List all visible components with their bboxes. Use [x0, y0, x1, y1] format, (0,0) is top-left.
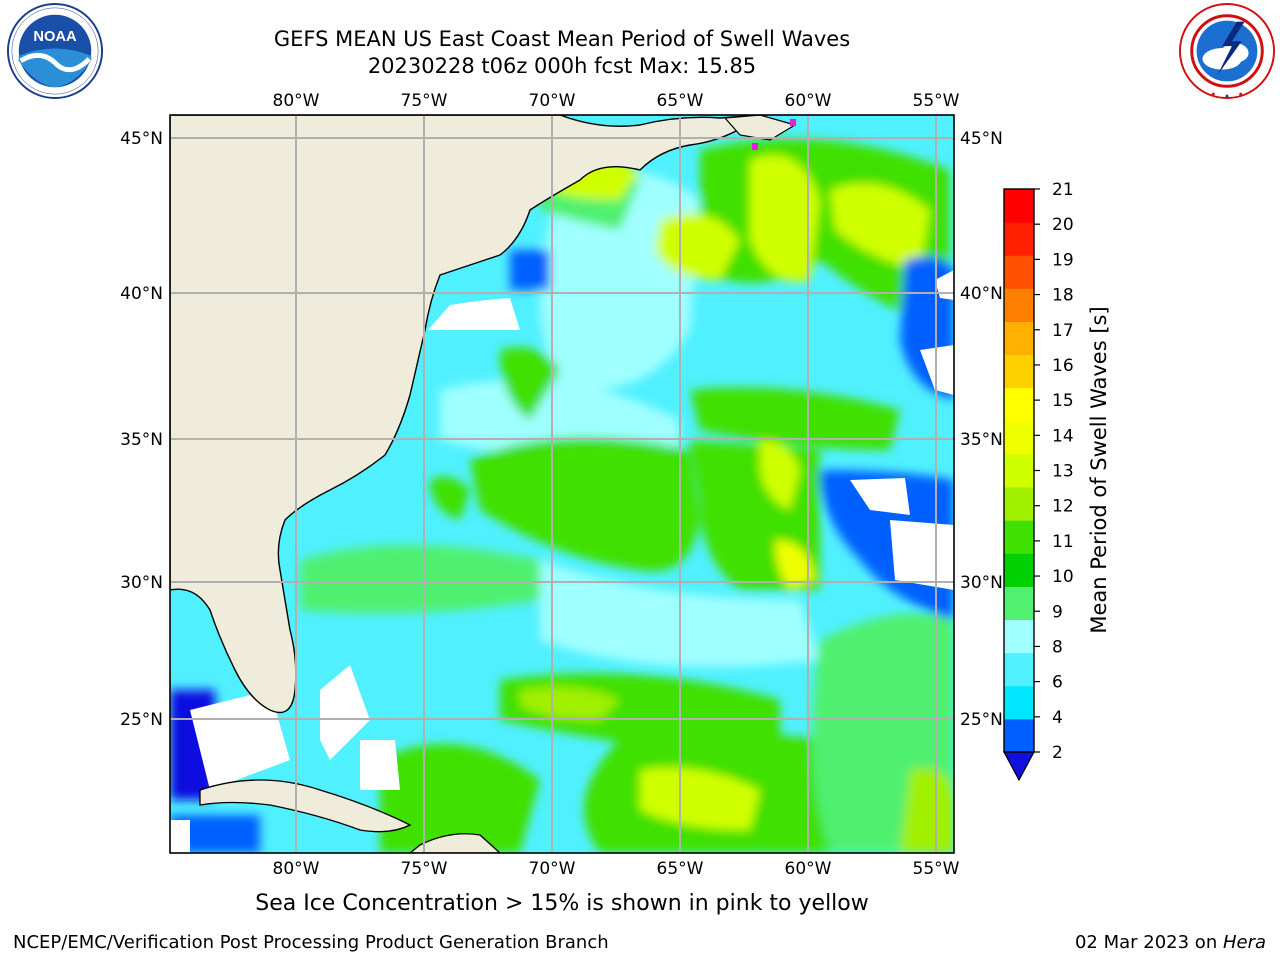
colorbar-tick-label: 9 [1052, 602, 1063, 622]
colorbar-tick-label: 18 [1052, 286, 1074, 306]
colorbar-tick-label: 17 [1052, 321, 1074, 341]
colorbar-swatch [1004, 453, 1034, 488]
colorbar-label: Mean Period of Swell Waves [s] [1087, 306, 1111, 633]
colorbar-tick-label: 21 [1052, 180, 1074, 200]
map-subtitle: 20230228 t06z 000h fcst Max: 15.85 [367, 54, 757, 78]
colorbar-swatch [1004, 619, 1034, 654]
lat-label-right: 45°N [960, 129, 1003, 149]
colorbar-swatch [1004, 354, 1034, 389]
colorbar-tick-label: 6 [1052, 673, 1063, 693]
run-date: 02 Mar 2023 on Hera [1075, 932, 1266, 953]
colorbar-swatch [1004, 189, 1034, 223]
colorbar-swatch [1004, 685, 1034, 720]
colorbar-tick-label: 15 [1052, 391, 1074, 411]
map-title: GEFS MEAN US East Coast Mean Period of S… [273, 27, 851, 51]
colorbar-tick-label: 11 [1052, 532, 1074, 552]
colorbar-swatch [1004, 321, 1034, 356]
colorbar-swatch [1004, 718, 1034, 753]
colorbar-swatch [1004, 255, 1034, 289]
lat-label-right: 25°N [960, 710, 1003, 730]
lon-label-bottom: 55°W [913, 859, 960, 879]
colorbar-tick-label: 20 [1052, 215, 1074, 235]
map-frame [169, 114, 955, 854]
colorbar-tick-label: 8 [1052, 637, 1063, 657]
colorbar-swatch [1004, 652, 1034, 687]
lon-label-top: 60°W [785, 91, 832, 111]
lon-label-top: 70°W [529, 91, 576, 111]
nws-logo [1178, 2, 1276, 100]
lat-label-right: 40°N [960, 284, 1003, 304]
colorbar-tick-label: 14 [1052, 426, 1074, 446]
sea-ice-point [752, 143, 758, 150]
sea-ice-note: Sea Ice Concentration > 15% is shown in … [255, 891, 869, 916]
lat-label-left: 40°N [120, 284, 163, 304]
lat-label-left: 25°N [120, 710, 163, 730]
colorbar-extend-arrow [1002, 751, 1036, 782]
colorbar-swatch [1004, 553, 1034, 587]
colorbar-tick-label: 10 [1052, 567, 1074, 587]
colorbar-swatch [1004, 420, 1034, 455]
noaa-logo-text: NOAA [33, 29, 77, 45]
colorbar-swatch [1004, 222, 1034, 256]
lat-label-left: 35°N [120, 430, 163, 450]
lon-label-bottom: 75°W [401, 859, 448, 879]
lon-label-top: 80°W [273, 91, 320, 111]
map-field [170, 115, 954, 853]
lon-label-top: 75°W [401, 91, 448, 111]
colorbar-swatch [1004, 288, 1034, 322]
credit-line: NCEP/EMC/Verification Post Processing Pr… [13, 932, 609, 953]
colorbar: 2 4 6 8 9 10 11 12 13 14 15 16 17 18 19 20 21 Mean Perio… [1002, 180, 1111, 782]
machine-name: Hera [1222, 932, 1266, 953]
lon-label-top: 65°W [657, 91, 704, 111]
lat-label-right: 35°N [960, 430, 1003, 450]
sea-ice-point [790, 119, 796, 126]
lat-label-left: 30°N [120, 573, 163, 593]
lon-label-bottom: 60°W [785, 859, 832, 879]
colorbar-tick-label: 12 [1052, 497, 1074, 517]
colorbar-swatch [1004, 387, 1034, 422]
run-date-text: 02 Mar 2023 on [1074, 932, 1223, 953]
colorbar-tick-label: 19 [1052, 250, 1074, 270]
lat-label-right: 30°N [960, 573, 1003, 593]
noaa-logo: NOAA [6, 2, 104, 100]
lon-label-bottom: 65°W [657, 859, 704, 879]
lon-label-bottom: 70°W [529, 859, 576, 879]
colorbar-tick-label: 4 [1052, 708, 1063, 728]
colorbar-tick-label: 2 [1052, 743, 1063, 763]
colorbar-swatch [1004, 520, 1034, 554]
lon-label-bottom: 80°W [273, 859, 320, 879]
colorbar-tick-label: 13 [1052, 462, 1074, 482]
lon-label-top: 55°W [913, 91, 960, 111]
colorbar-swatch [1004, 586, 1034, 621]
lat-label-left: 45°N [120, 129, 163, 149]
colorbar-swatch [1004, 487, 1034, 521]
colorbar-tick-label: 16 [1052, 356, 1074, 376]
